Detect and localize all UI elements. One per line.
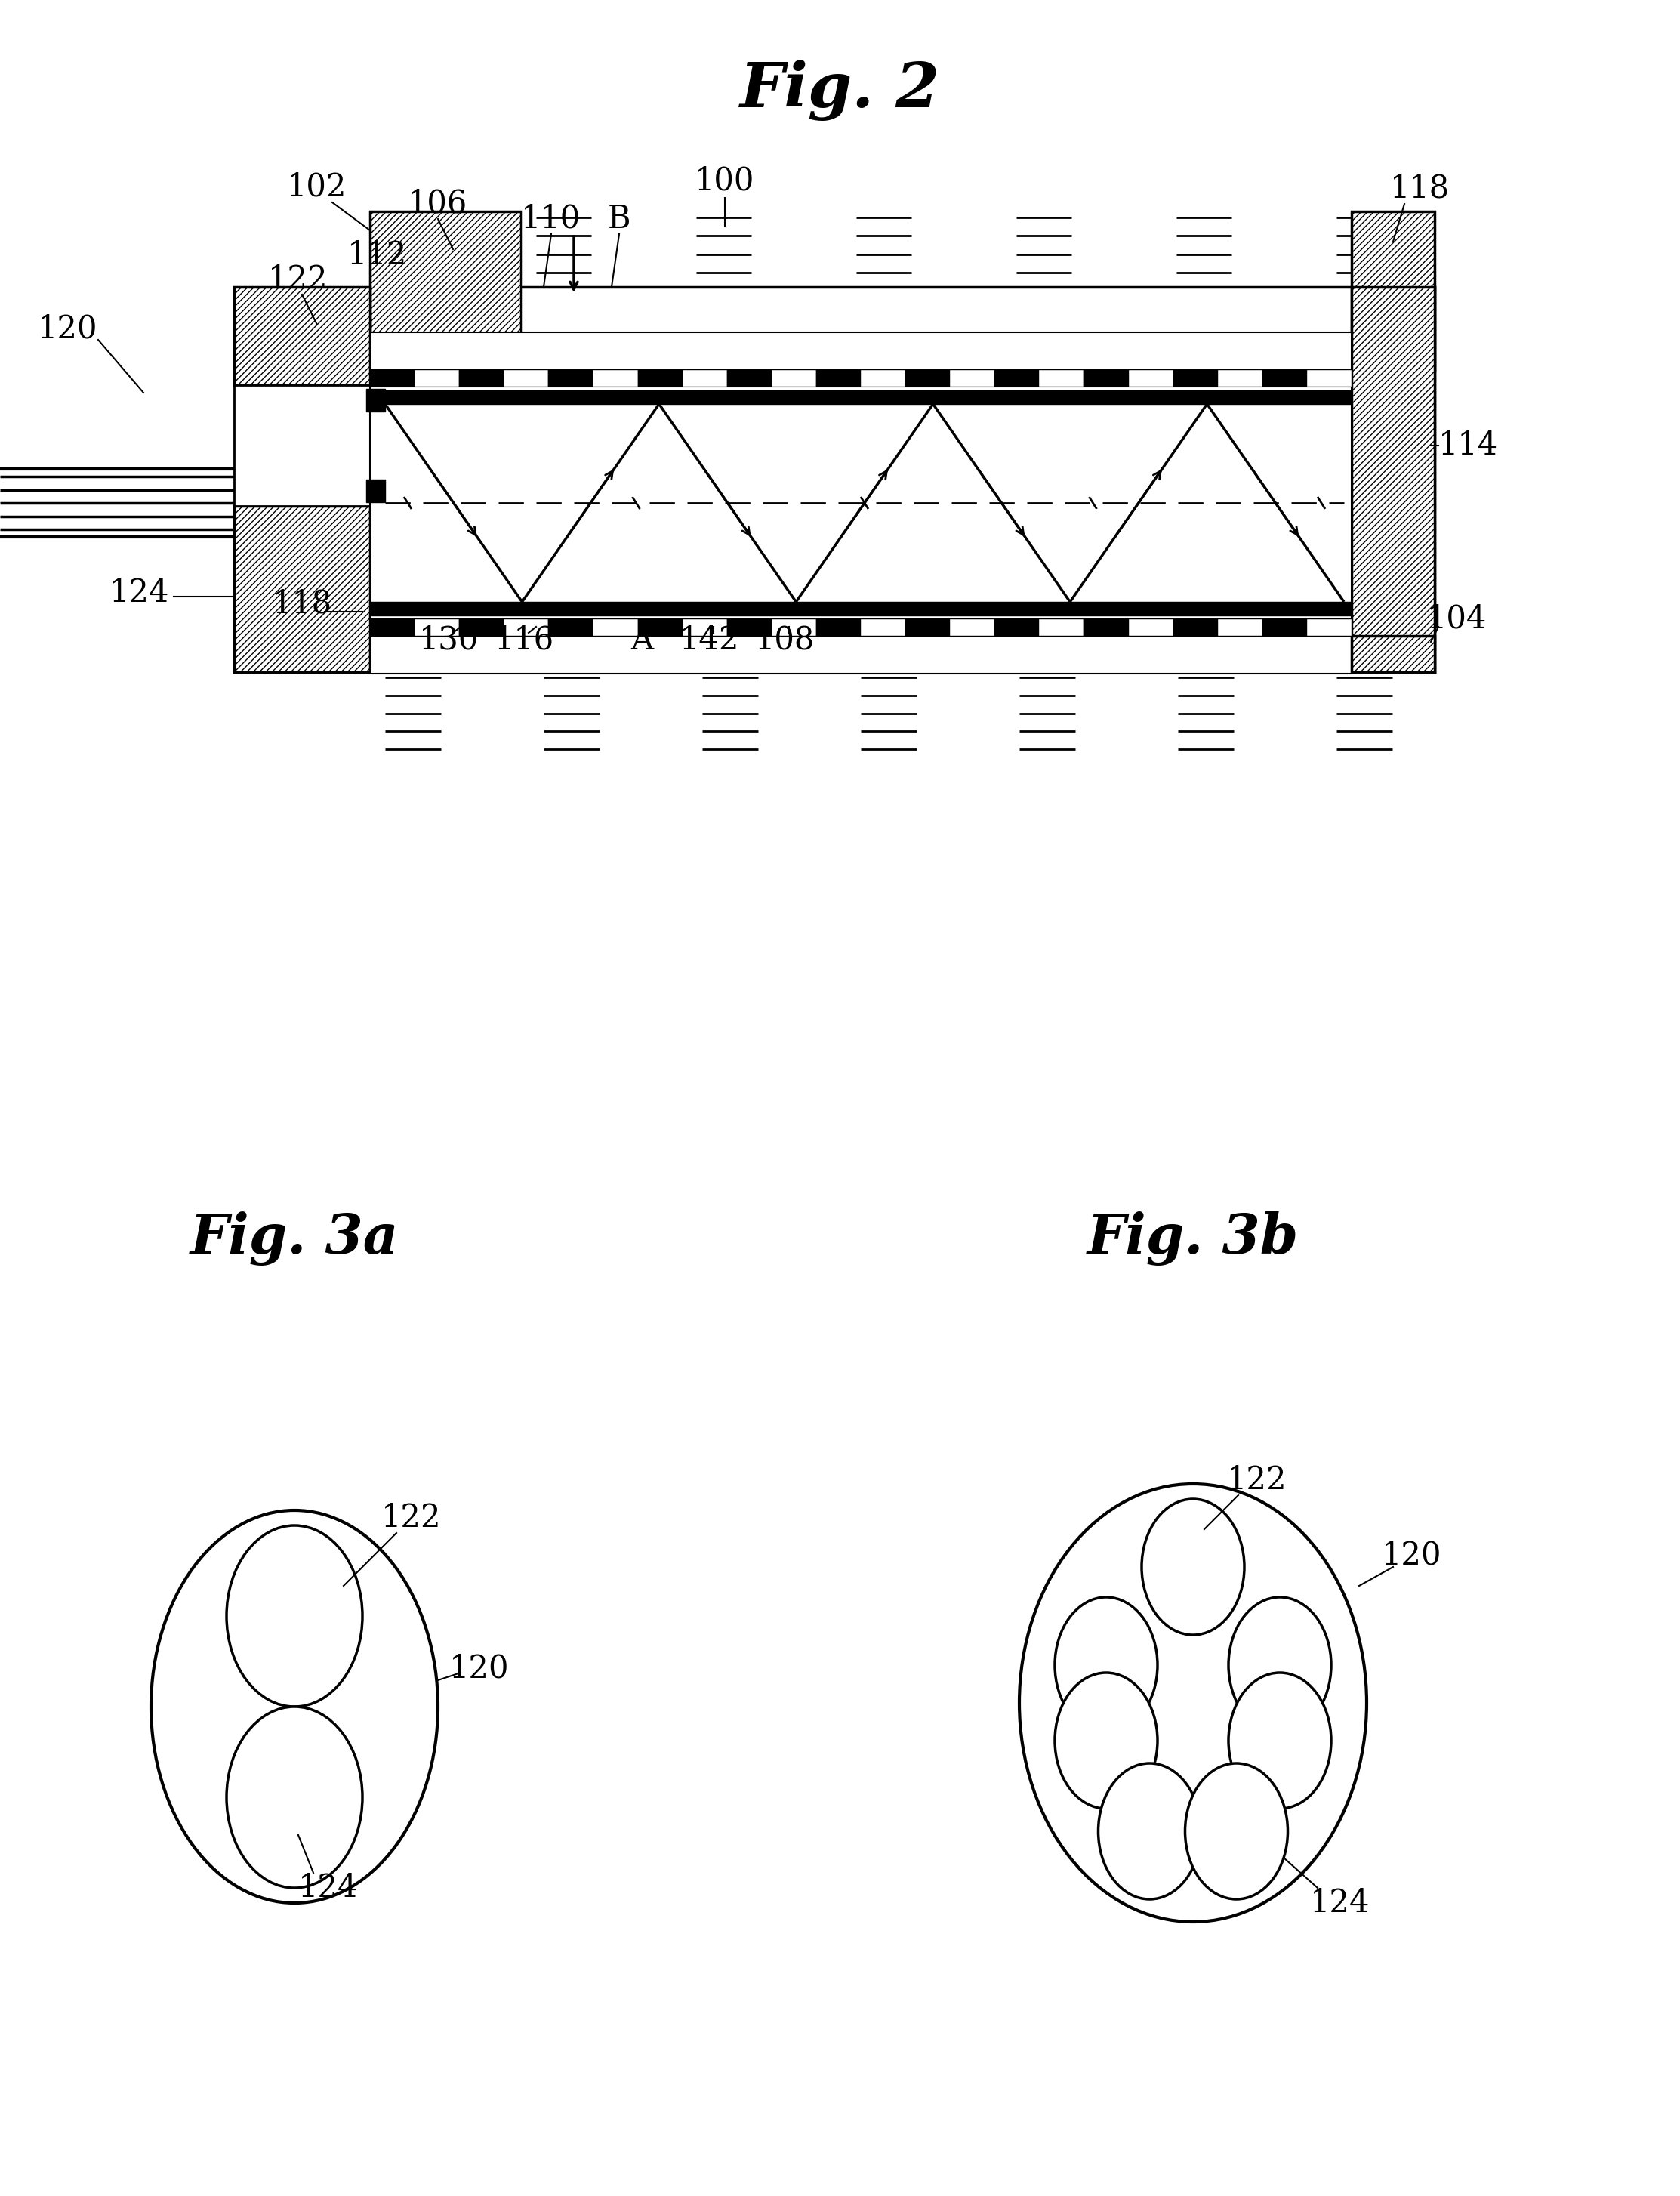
Bar [370, 391, 1351, 404]
Bar [370, 386, 1351, 619]
Bar [682, 371, 727, 386]
Text: 120: 120 [450, 1654, 509, 1684]
Bar [1173, 619, 1218, 637]
Ellipse shape [151, 1511, 438, 1904]
Ellipse shape [227, 1526, 363, 1706]
Bar [771, 371, 816, 386]
Bar [459, 619, 504, 637]
Bar [1129, 619, 1173, 637]
Text: 122: 122 [269, 264, 328, 294]
Bar [638, 619, 682, 637]
Bar [366, 389, 385, 411]
Text: 108: 108 [756, 624, 815, 657]
Bar [771, 619, 816, 637]
Text: 118: 118 [272, 589, 333, 619]
Bar [1307, 371, 1351, 386]
Ellipse shape [1099, 1763, 1201, 1900]
Text: 112: 112 [348, 239, 408, 270]
Text: 102: 102 [287, 171, 348, 204]
Bar [459, 371, 504, 386]
Bar [816, 371, 860, 386]
Bar [727, 371, 771, 386]
Text: A: A [630, 624, 654, 657]
Text: 124: 124 [109, 578, 170, 608]
Bar [638, 371, 682, 386]
Text: 114: 114 [1438, 430, 1499, 461]
Bar [1262, 371, 1307, 386]
Bar [548, 371, 593, 386]
Bar [1351, 211, 1435, 371]
Text: 116: 116 [496, 624, 554, 657]
Bar [1084, 619, 1129, 637]
Bar [816, 619, 860, 637]
Ellipse shape [1020, 1484, 1366, 1922]
Text: 110: 110 [521, 204, 581, 235]
Bar [370, 637, 1351, 674]
Bar [906, 619, 949, 637]
Bar [370, 602, 1351, 615]
Text: 106: 106 [408, 189, 467, 220]
Ellipse shape [1142, 1500, 1245, 1634]
Bar [370, 505, 506, 672]
Text: B: B [608, 204, 630, 235]
Text: 122: 122 [1226, 1465, 1287, 1495]
Text: 122: 122 [381, 1502, 442, 1533]
Bar [1084, 371, 1129, 386]
Bar [366, 479, 385, 503]
Bar [370, 332, 1351, 371]
Ellipse shape [1228, 1673, 1331, 1810]
Text: 124: 124 [1310, 1886, 1371, 1919]
Bar [682, 619, 727, 637]
Text: 124: 124 [299, 1871, 358, 1904]
Bar [234, 384, 370, 505]
Bar [234, 288, 370, 384]
Text: 120: 120 [39, 312, 97, 345]
Text: 118: 118 [1389, 173, 1450, 204]
Bar [1262, 619, 1307, 637]
Bar [370, 211, 521, 371]
Bar [548, 619, 593, 637]
Bar [1040, 619, 1084, 637]
Bar [234, 505, 370, 672]
Bar [1307, 619, 1351, 637]
Bar [370, 619, 415, 637]
Bar [504, 371, 548, 386]
Bar [415, 371, 459, 386]
Bar [1351, 637, 1435, 672]
Text: Fig. 2: Fig. 2 [739, 59, 941, 121]
Bar [949, 371, 995, 386]
Bar [995, 371, 1040, 386]
Bar [415, 619, 459, 637]
Bar [370, 371, 415, 386]
Ellipse shape [1055, 1596, 1158, 1733]
Text: 142: 142 [680, 624, 739, 657]
Bar [906, 371, 949, 386]
Bar [504, 619, 548, 637]
Text: 100: 100 [696, 165, 754, 198]
Bar [860, 619, 906, 637]
Ellipse shape [1055, 1673, 1158, 1810]
Bar [1173, 371, 1218, 386]
Text: Fig. 3a: Fig. 3a [190, 1212, 398, 1265]
Bar [995, 619, 1040, 637]
Bar [1351, 288, 1435, 672]
Text: 104: 104 [1428, 604, 1487, 635]
Text: 130: 130 [420, 624, 479, 657]
Bar [1040, 371, 1084, 386]
Bar [593, 619, 638, 637]
Ellipse shape [1184, 1763, 1289, 1900]
Ellipse shape [1228, 1596, 1331, 1733]
Bar [1129, 371, 1173, 386]
Bar [1218, 371, 1262, 386]
Bar [860, 371, 906, 386]
Ellipse shape [227, 1706, 363, 1889]
Bar [370, 288, 1435, 672]
Bar [593, 371, 638, 386]
Bar [949, 619, 995, 637]
Text: 120: 120 [1383, 1539, 1441, 1572]
Bar [1218, 619, 1262, 637]
Bar [727, 619, 771, 637]
Text: Fig. 3b: Fig. 3b [1087, 1212, 1299, 1265]
